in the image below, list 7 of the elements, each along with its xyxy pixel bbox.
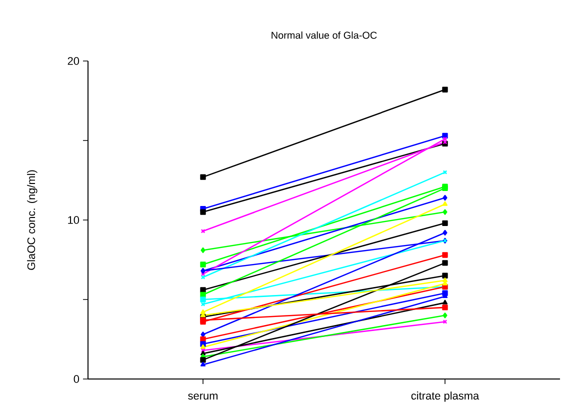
x-tick-label: serum	[188, 394, 218, 400]
x-tick-label: citrate plasma	[411, 392, 480, 402]
y-tick-label: 10	[68, 216, 80, 224]
chart-title: Normal value of Gla-OC	[272, 31, 377, 39]
y-tick-label: 20	[68, 57, 80, 65]
y-tick-label: 0	[74, 375, 80, 383]
y-axis-title: GlaOC conc. (ng/ml)	[27, 170, 38, 270]
